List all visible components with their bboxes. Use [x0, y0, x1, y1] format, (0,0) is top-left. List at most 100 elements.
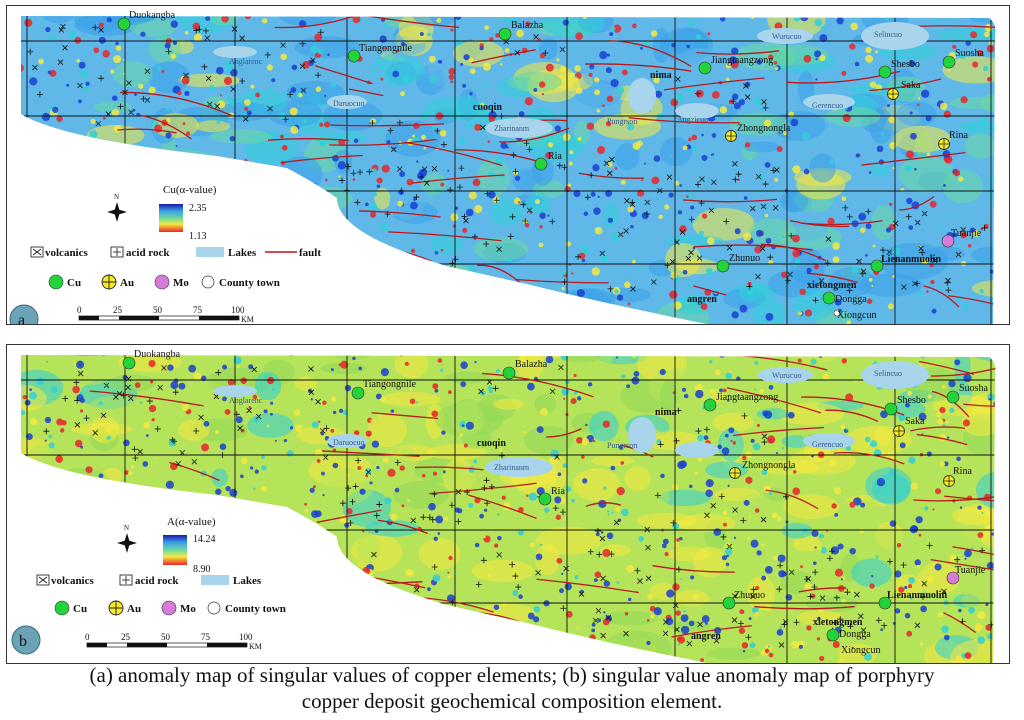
cu-deposit-icon	[878, 65, 892, 79]
lake-label: Angzicuo	[677, 115, 708, 124]
place-label: xietongmen	[807, 280, 857, 291]
mo-legend-icon	[161, 600, 177, 616]
au-deposit-icon	[893, 425, 905, 437]
north-arrow-icon: N	[117, 524, 137, 553]
mo-deposit-icon	[946, 571, 960, 585]
place-label: Zhongnongla	[737, 123, 791, 134]
lake	[485, 118, 553, 138]
scale-tick: 25	[121, 632, 131, 642]
legend-county-town: County town	[219, 277, 280, 289]
anomaly-field	[21, 16, 996, 324]
lake-label: Zharinanm	[494, 463, 530, 472]
place-label: angren	[687, 294, 717, 305]
place-label: Lienanmuolin	[881, 254, 941, 265]
lake	[327, 434, 367, 448]
cu-deposit-icon	[870, 259, 884, 273]
lake	[861, 361, 929, 389]
place-label: xietongmen	[813, 617, 863, 628]
north-label: N	[114, 193, 119, 201]
lake-label: Anglarenc	[229, 57, 263, 66]
scale-min: 1.13	[189, 231, 207, 242]
legend-lakes: Lakes	[233, 575, 262, 587]
place-label: Suosha	[959, 383, 988, 394]
scale-tick: 0	[77, 305, 82, 315]
legend-title: A(α-value)	[167, 516, 216, 528]
legend-acid-rock: acid rock	[126, 247, 170, 259]
lake	[485, 457, 553, 477]
lake-label: Selincuo	[874, 369, 902, 378]
lakes-swatch-icon	[201, 575, 229, 585]
scale-max: 14.24	[193, 534, 216, 545]
au-deposit-icon	[729, 467, 741, 479]
lake-label: Wurucuo	[772, 32, 801, 41]
place-label: Tiangongnile	[359, 43, 413, 54]
cu-deposit-icon	[826, 628, 840, 642]
lake	[628, 78, 656, 114]
cu-deposit-icon	[946, 390, 960, 404]
caption-line-2: copper deposit geochemical composition e…	[301, 689, 723, 713]
legend-fault: fault	[299, 247, 321, 259]
cu-deposit-icon	[884, 402, 898, 416]
legend-au: Au	[120, 277, 134, 289]
fault-lines	[35, 16, 996, 316]
county-legend-icon	[201, 275, 215, 289]
panel-badge	[9, 304, 39, 324]
legend-lakes: Lakes	[228, 247, 257, 259]
place-label: Rina	[949, 130, 968, 141]
lake-label: Wurucuo	[772, 371, 801, 380]
map-panel-a: Anglarenc Daruocuo Zharinanm Pungrson An…	[6, 5, 1010, 325]
legend-volcanics: volcanics	[45, 247, 88, 259]
lakes-layer: Anglarenc Daruocuo Zharinanm Pungrson An…	[213, 22, 929, 138]
place-label: Ria	[551, 486, 565, 497]
legend-acid-rock: acid rock	[135, 575, 179, 587]
color-ramp	[159, 204, 183, 232]
scale-max: 2.35	[189, 203, 207, 214]
scale-min: 8.90	[193, 564, 211, 575]
cu-deposit-icon	[703, 398, 717, 412]
legend-title: Cu(α-value)	[163, 184, 217, 196]
legend-volcanics: volcanics	[51, 575, 94, 587]
place-label: Shesbo	[891, 59, 920, 70]
lake-label: Pungrson	[607, 441, 637, 450]
deposit-symbols	[117, 17, 956, 317]
legend-cu: Cu	[67, 277, 81, 289]
map-a-svg: Anglarenc Daruocuo Zharinanm Pungrson An…	[9, 10, 996, 324]
lake-label: Anglarenc	[229, 396, 263, 405]
scale-unit: KM	[241, 315, 254, 324]
lakes-layer: Anglarenc Daruocuo Zharinanm Pungrson Wu…	[213, 361, 929, 477]
panel-letter: a	[18, 312, 25, 324]
north-label: N	[124, 524, 129, 532]
lake-label: Pungrson	[607, 117, 637, 126]
cu-deposit-icon	[502, 366, 516, 380]
au-deposit-icon	[725, 130, 737, 142]
lake	[628, 417, 656, 453]
lake	[861, 22, 929, 50]
color-ramp	[163, 535, 187, 565]
lake	[803, 433, 855, 449]
place-label: Ria	[548, 151, 562, 162]
scale-tick: 75	[193, 305, 203, 315]
cu-deposit-icon	[117, 17, 131, 31]
place-names: Duokangba Balazha Tiangongnile Jiangtaan…	[134, 349, 988, 656]
place-label: Tuanjie	[955, 565, 986, 576]
cu-deposit-icon	[122, 356, 136, 370]
place-label: Jiangtaangzong	[716, 392, 778, 403]
place-label: Zhunuo	[729, 253, 760, 264]
cu-deposit-icon	[534, 157, 548, 171]
caption-line-1: (a) anomaly map of singular values of co…	[89, 663, 935, 687]
au-deposit-icon	[887, 88, 899, 100]
cu-deposit-icon	[942, 55, 956, 69]
lake	[757, 28, 813, 44]
place-label: Lienanmuolin	[887, 590, 947, 601]
lake-label: Daruocuo	[333, 438, 365, 447]
au-deposit-icon	[943, 475, 955, 487]
place-label: Xiongcun	[837, 310, 876, 321]
north-arrow-icon: N	[107, 193, 127, 222]
lake	[757, 367, 813, 383]
county-town-icon	[833, 309, 841, 317]
lake	[327, 95, 367, 109]
legend-mo: Mo	[180, 603, 196, 615]
scale-tick: 0	[85, 632, 90, 642]
scale-tick: 50	[161, 632, 171, 642]
scale-tick: 50	[153, 305, 163, 315]
